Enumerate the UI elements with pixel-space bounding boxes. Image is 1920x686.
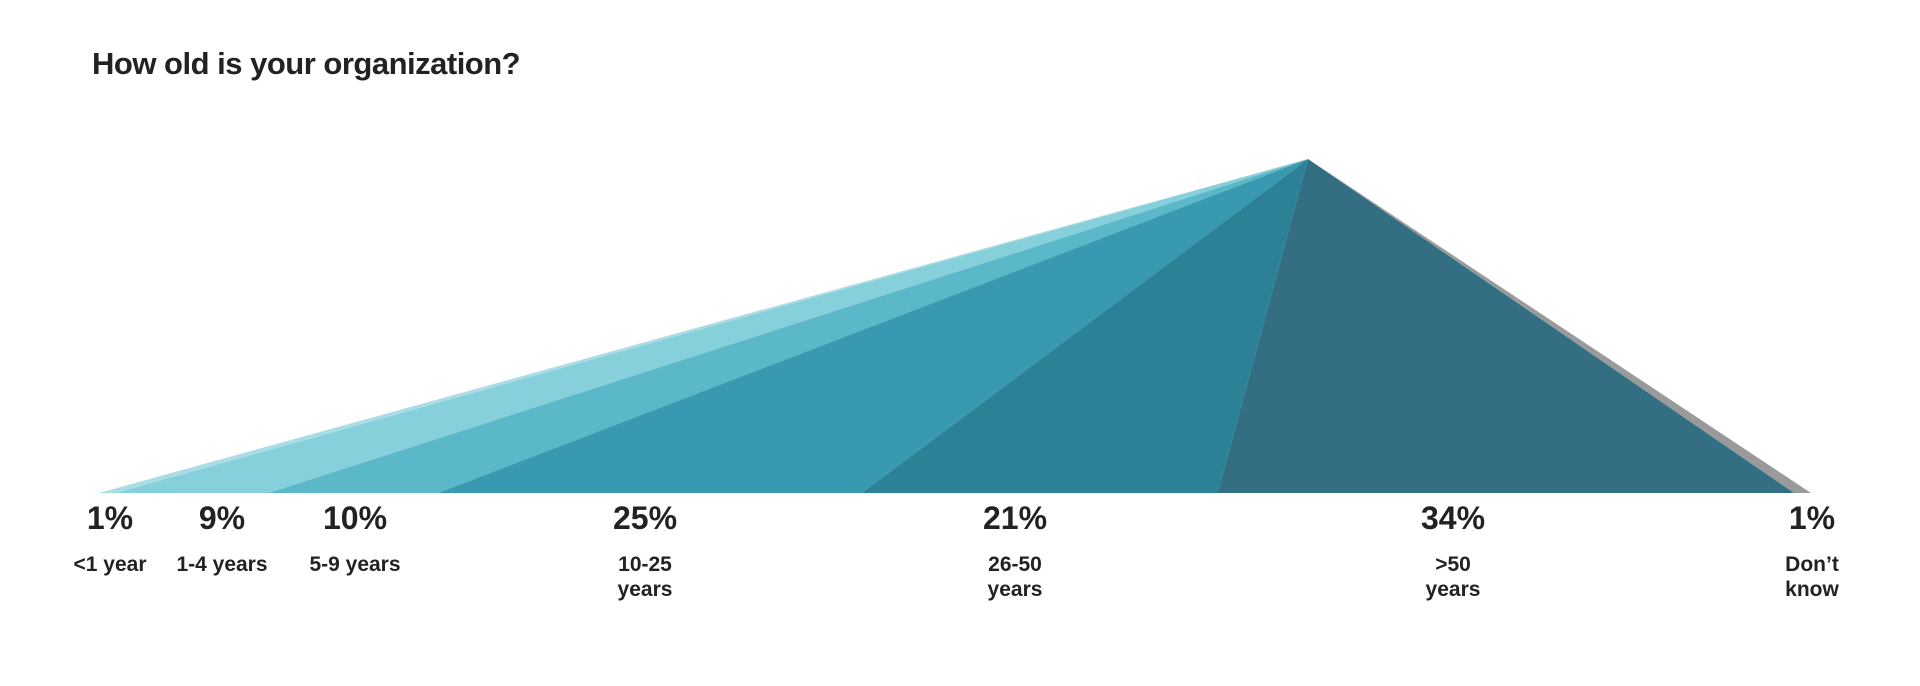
chart-title: How old is your organization? bbox=[92, 46, 521, 81]
category-label: 26-50 years bbox=[987, 553, 1043, 601]
segment bbox=[268, 159, 1309, 493]
category-label: >50 years bbox=[1425, 553, 1481, 601]
segment bbox=[115, 159, 1309, 493]
segment bbox=[1217, 159, 1795, 493]
value-label: 1% bbox=[1788, 500, 1836, 536]
value-label: 10% bbox=[322, 500, 388, 536]
segment bbox=[99, 159, 1308, 493]
category-label: 1-4 years bbox=[176, 553, 268, 576]
category-label: 5-9 years bbox=[309, 553, 401, 576]
segment bbox=[1308, 159, 1811, 493]
value-label: 34% bbox=[1420, 500, 1486, 536]
value-label: 9% bbox=[198, 500, 246, 536]
segment bbox=[861, 159, 1308, 493]
segment bbox=[438, 159, 1308, 493]
value-label: 25% bbox=[612, 500, 678, 536]
value-label: 1% bbox=[86, 500, 134, 536]
category-label: Don’t know bbox=[1785, 553, 1839, 601]
category-label: <1 year bbox=[73, 553, 147, 576]
value-label: 21% bbox=[982, 500, 1048, 536]
category-label: 10-25 years bbox=[617, 553, 673, 601]
